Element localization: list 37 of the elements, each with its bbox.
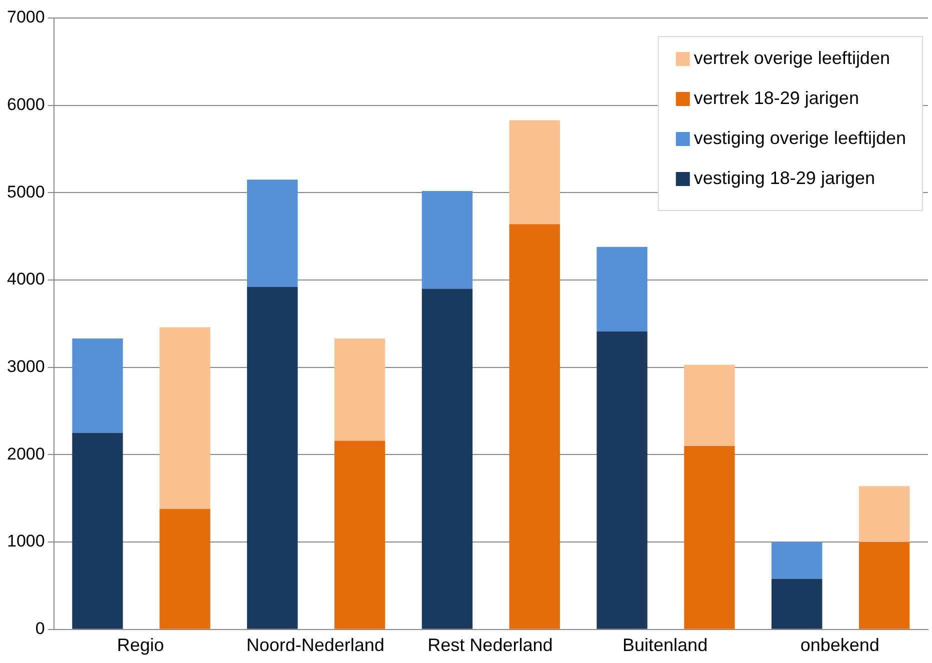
bar <box>684 364 735 446</box>
bar <box>509 224 560 629</box>
legend-label: vertrek overige leeftijden <box>694 48 890 68</box>
x-tick-label: onbekend <box>800 635 880 656</box>
y-tick-label: 7000 <box>6 8 45 27</box>
legend-label: vestiging overige leeftijden <box>694 128 906 148</box>
bar <box>334 440 386 629</box>
bar <box>772 542 822 579</box>
y-tick-label: 5000 <box>6 182 45 202</box>
bar <box>72 432 123 629</box>
bar <box>772 578 822 629</box>
y-tick-label: 1000 <box>6 532 45 551</box>
y-tick-label: 6000 <box>6 95 45 114</box>
bar <box>72 338 123 433</box>
bar <box>596 246 648 332</box>
legend-label: vestiging 18-29 jarigen <box>694 168 875 188</box>
x-tick-label: Buitenland <box>622 635 708 656</box>
bar <box>684 446 735 629</box>
bar <box>160 327 210 509</box>
bar <box>160 508 210 629</box>
y-tick-label: 4000 <box>6 270 45 289</box>
x-tick-label: Rest Nederland <box>428 635 553 656</box>
bar <box>422 288 473 629</box>
legend-label: vertrek 18-29 jarigen <box>694 88 859 108</box>
bar <box>422 190 473 289</box>
bar <box>596 332 648 629</box>
bar <box>858 486 910 542</box>
y-tick-label: 0 <box>35 619 45 638</box>
bar <box>247 180 298 288</box>
x-tick-label: Noord-Nederland <box>246 635 384 656</box>
bar <box>858 542 910 629</box>
bar <box>509 120 560 224</box>
bar <box>247 287 298 629</box>
bar <box>334 338 386 441</box>
x-tick-label: Regio <box>117 635 164 656</box>
y-tick-label: 3000 <box>6 357 45 376</box>
y-tick-label: 2000 <box>6 444 45 464</box>
